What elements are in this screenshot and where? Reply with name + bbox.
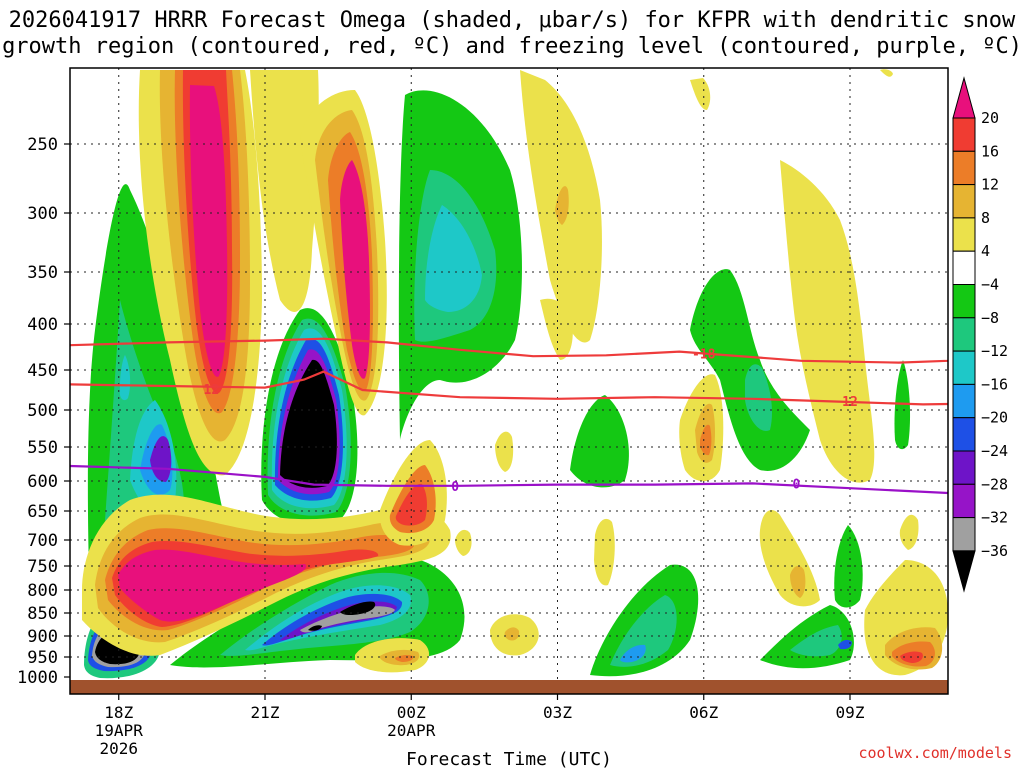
colorbar-label: −20 [981, 409, 1008, 427]
colorbar-swatch [952, 117, 976, 152]
colorbar-label: 8 [981, 209, 990, 227]
upward-motion-shading [84, 90, 911, 679]
y-tick-label: 500 [27, 401, 58, 421]
x-tick-label: 00Z [397, 703, 426, 722]
x-axis-title: Forecast Time (UTC) [406, 749, 612, 768]
colorbar-swatch [952, 483, 976, 519]
y-axis-pressure: 250 300 350 400 450 500 550 600 650 700 750 800 850 9… [17, 135, 70, 688]
x-tick-year-label: 2026 [99, 739, 138, 758]
colorbar-label: −36 [981, 542, 1008, 560]
y-tick-label: 350 [27, 263, 58, 283]
plot-frame [69, 67, 949, 695]
colorbar-swatch [952, 517, 976, 552]
contour-dendritic-top [70, 337, 948, 364]
colorbar-swatch [952, 184, 976, 219]
chart-title-line-2: growth region (contoured, red, ºC) and f… [2, 34, 1022, 59]
colorbar-label: −32 [981, 509, 1008, 527]
colorbar-label: −12 [981, 342, 1008, 360]
colorbar-swatch [952, 383, 976, 419]
x-tick-label: 21Z [251, 703, 280, 722]
colorbar-bottom-arrow [952, 550, 976, 593]
y-tick-label: 250 [27, 135, 58, 155]
colorbar-label: 16 [981, 142, 999, 160]
ground-surface-strip [70, 680, 948, 694]
colorbar-swatch [952, 284, 976, 319]
y-tick-label: 750 [27, 557, 58, 577]
colorbar-label: −24 [981, 442, 1008, 460]
colorbar-label: −8 [981, 309, 999, 327]
colorbar-swatch [952, 350, 976, 385]
contour-label: 0 [792, 477, 800, 492]
x-tick-label: 03Z [543, 703, 572, 722]
y-tick-label: 1000 [17, 668, 58, 688]
x-tick-date-label: 20APR [387, 721, 436, 740]
colorbar-swatch [952, 317, 976, 352]
y-tick-label: 400 [27, 315, 58, 335]
downward-motion-region-mid-column [250, 70, 319, 312]
colorbar-swatch [952, 250, 976, 285]
colorbar-swatch [952, 450, 976, 485]
contour-freezing-level [70, 464, 948, 495]
contour-label: 12 [204, 383, 220, 398]
y-tick-label: 950 [27, 648, 58, 668]
upward-motion-maximum [280, 359, 337, 488]
x-tick-label: 18Z [104, 703, 133, 722]
y-tick-label: 700 [27, 531, 58, 551]
colorbar-swatch [952, 150, 976, 186]
colorbar-label: −16 [981, 375, 1008, 393]
contour-label: 0 [451, 480, 459, 495]
y-tick-label: 600 [27, 472, 58, 492]
colorbar-label: 4 [981, 242, 990, 260]
y-tick-label: 850 [27, 604, 58, 624]
colorbar-label: −4 [981, 276, 999, 294]
contour-label: -18 [692, 347, 716, 362]
y-tick-label: 800 [27, 581, 58, 601]
contour-dendritic-bottom [70, 370, 948, 406]
x-tick-label: 09Z [836, 703, 865, 722]
x-tick-date-label: 19APR [95, 721, 144, 740]
y-tick-label: 550 [27, 438, 58, 458]
colorbar-swatch [952, 217, 976, 252]
colorbar-swatch [952, 417, 976, 452]
x-tick-label: 06Z [689, 703, 718, 722]
colorbar-label: 20 [981, 109, 999, 127]
contour-label: 12 [842, 395, 858, 410]
y-tick-label: 300 [27, 204, 58, 224]
colorbar-label: −28 [981, 475, 1008, 493]
omega-shading [82, 69, 948, 679]
y-tick-label: 900 [27, 627, 58, 647]
colorbar: 20 16 12 8 4 −4 −8 −12 −16 −20 −24 −28 −32 −36 [952, 76, 1008, 593]
chart-title-line-1: 2026041917 HRRR Forecast Omega (shaded, … [8, 8, 1016, 33]
colorbar-label: 12 [981, 176, 999, 194]
temperature-contours: -18 12 12 0 0 [70, 337, 948, 495]
y-tick-label: 650 [27, 502, 58, 522]
downward-motion-shading [82, 69, 948, 676]
credit-link[interactable]: coolwx.com/models [858, 744, 1012, 762]
colorbar-top-arrow [952, 76, 976, 119]
y-tick-label: 450 [27, 361, 58, 381]
